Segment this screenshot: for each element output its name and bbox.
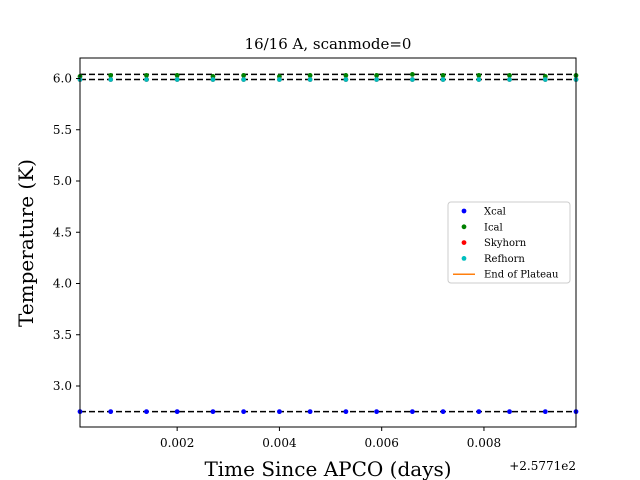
- data-point-refhorn-2: [144, 77, 149, 82]
- reference-lines: [80, 73, 576, 413]
- data-point-ical-8: [343, 73, 349, 78]
- data-point-ical-13: [507, 73, 512, 78]
- data-point-ical-3: [174, 73, 180, 78]
- data-point-refhorn-1: [108, 77, 114, 82]
- data-point-ical-1: [108, 73, 114, 78]
- data-point-ical-12: [476, 73, 482, 78]
- legend-label-xcal: Xcal: [484, 207, 506, 218]
- data-point-xcal-14: [542, 409, 548, 415]
- data-point-xcal-7: [307, 409, 313, 415]
- y-tick-label: 5.0: [53, 174, 72, 188]
- data-point-refhorn-3: [174, 77, 180, 82]
- data-point-xcal-8: [343, 409, 349, 415]
- y-axis-ticks: 3.0 3.5 4.0 4.5 5.0 5.5 6.0: [53, 72, 80, 393]
- x-axis-offset-label: +2.5771e2: [509, 459, 576, 473]
- x-tick-label: 0.008: [467, 436, 501, 450]
- data-point-refhorn-11: [440, 77, 446, 82]
- legend-box: [447, 201, 571, 284]
- data-points: [77, 72, 579, 415]
- data-point-xcal-9: [374, 409, 379, 415]
- y-tick-label: 6.0: [53, 72, 72, 86]
- legend-label-ical: Ical: [484, 222, 503, 233]
- x-axis-label: Time Since APCO (days): [204, 457, 451, 480]
- legend-swatch-xcal: [461, 208, 467, 214]
- data-point-ical-2: [144, 73, 149, 78]
- data-point-refhorn-14: [542, 77, 548, 82]
- data-point-xcal-13: [507, 409, 512, 415]
- data-point-refhorn-7: [307, 77, 313, 82]
- data-point-ical-7: [307, 73, 313, 78]
- legend-swatch-skyhorn: [461, 240, 467, 246]
- data-point-refhorn-5: [241, 77, 247, 82]
- y-tick-label: 5.5: [53, 123, 72, 137]
- y-axis-label: Temperature (K): [14, 159, 38, 327]
- x-tick-label: 0.002: [160, 436, 194, 450]
- data-point-refhorn-12: [476, 77, 482, 82]
- y-tick-label: 4.5: [53, 225, 72, 239]
- data-point-xcal-12: [476, 409, 482, 415]
- plot-frame: [79, 57, 577, 428]
- legend-swatch-ical: [461, 224, 467, 230]
- legend: Xcal Ical Skyhorn Refhorn End of Plateau: [447, 201, 571, 284]
- data-point-xcal-10: [409, 409, 415, 415]
- chart-title: 16/16 A, scanmode=0: [245, 35, 412, 53]
- data-point-refhorn-4: [210, 77, 216, 82]
- data-point-xcal-3: [174, 409, 180, 415]
- data-point-ical-11: [440, 73, 446, 78]
- data-point-refhorn-9: [374, 77, 379, 82]
- data-point-refhorn-8: [343, 77, 349, 82]
- data-point-refhorn-6: [277, 77, 282, 82]
- data-point-refhorn-10: [409, 77, 415, 82]
- legend-label-skyhorn: Skyhorn: [484, 238, 527, 249]
- y-tick-label: 4.0: [53, 277, 72, 291]
- data-point-xcal-4: [210, 409, 216, 415]
- data-point-xcal-6: [277, 409, 282, 415]
- legend-label-refhorn: Refhorn: [484, 254, 525, 265]
- data-point-xcal-1: [108, 409, 114, 415]
- y-tick-label: 3.0: [53, 379, 72, 393]
- data-point-xcal-5: [241, 409, 247, 415]
- data-point-refhorn-13: [507, 77, 512, 82]
- x-tick-label: 0.006: [365, 436, 399, 450]
- x-tick-label: 0.004: [262, 436, 297, 450]
- y-tick-label: 3.5: [53, 328, 72, 342]
- data-point-xcal-2: [144, 409, 149, 415]
- x-axis-ticks: 0.002 0.004 0.006 0.008: [160, 427, 501, 450]
- data-point-xcal-11: [440, 409, 446, 415]
- legend-swatch-refhorn: [461, 256, 467, 261]
- data-point-ical-9: [374, 73, 379, 78]
- data-point-ical-5: [241, 73, 247, 78]
- data-point-ical-10: [409, 72, 415, 77]
- legend-label-end-of-plateau: End of Plateau: [484, 270, 559, 281]
